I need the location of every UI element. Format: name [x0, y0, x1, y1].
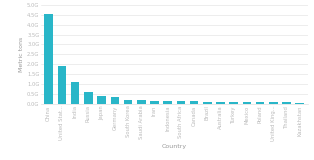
- Y-axis label: Metric tons: Metric tons: [19, 37, 24, 72]
- Bar: [150, 101, 159, 104]
- Bar: [190, 101, 198, 104]
- Bar: [176, 101, 185, 104]
- X-axis label: Country: Country: [162, 144, 187, 149]
- Bar: [71, 82, 79, 104]
- Bar: [58, 66, 66, 104]
- Bar: [163, 101, 172, 104]
- Bar: [97, 96, 106, 104]
- Bar: [282, 102, 291, 104]
- Bar: [295, 103, 304, 104]
- Bar: [111, 97, 119, 104]
- Bar: [124, 100, 132, 104]
- Bar: [137, 100, 145, 104]
- Bar: [203, 102, 212, 104]
- Bar: [216, 102, 225, 104]
- Bar: [243, 102, 251, 104]
- Bar: [84, 92, 93, 104]
- Bar: [256, 102, 264, 104]
- Bar: [45, 14, 53, 104]
- Bar: [269, 102, 278, 104]
- Bar: [230, 102, 238, 104]
